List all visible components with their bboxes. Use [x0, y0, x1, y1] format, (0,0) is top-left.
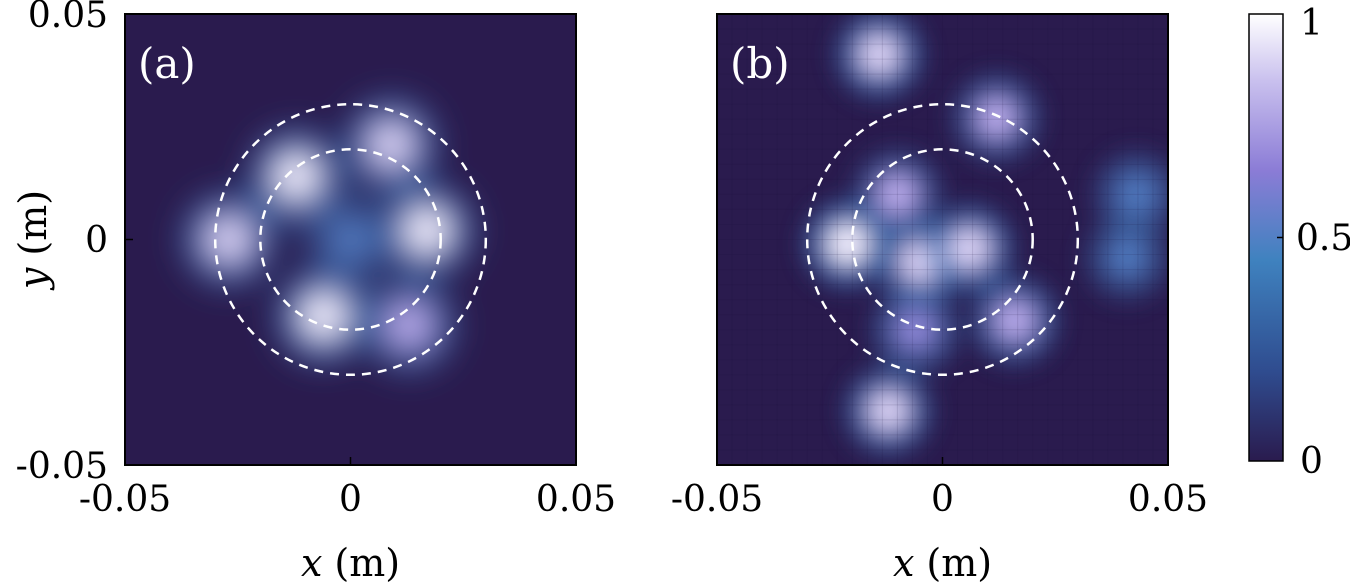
- panel-a-x-tick-label: 0: [339, 479, 362, 520]
- intensity-peak: [1105, 236, 1149, 280]
- panel-a-inner-circle: [259, 148, 442, 331]
- panel-b-x-tick-label: 0: [931, 479, 954, 520]
- intensity-peak: [403, 206, 452, 255]
- panel-b-pixel-grid: [717, 14, 1168, 465]
- intensity-peak: [299, 292, 348, 341]
- x-axis-variable: x: [893, 541, 914, 585]
- panel-a-label: (a): [138, 39, 196, 88]
- x-axis-unit: (m): [334, 541, 400, 585]
- heatmap-panel-b: (b) -0.05 0 0.05 x (m): [671, 13, 1208, 585]
- intensity-peak: [385, 301, 434, 350]
- intensity-peak: [875, 172, 919, 216]
- intensity-peak: [204, 215, 253, 264]
- panel-b-intensity: [805, 14, 1168, 454]
- intensity-peak: [857, 33, 901, 77]
- panel-a-x-tick-label: -0.05: [79, 479, 171, 520]
- panel-b-label: (b): [730, 39, 790, 88]
- y-axis-variable: y: [11, 267, 55, 291]
- intensity-peak: [826, 222, 870, 266]
- colorbar-tick-label: 0: [1300, 441, 1323, 482]
- x-axis-variable: x: [301, 541, 322, 585]
- intensity-peak: [367, 120, 416, 169]
- heatmap-panel-a: (a) -0.05 0 0.05 -0.05 0 0.05 x (m) y (m): [11, 0, 616, 585]
- panel-b-field: [717, 14, 1168, 465]
- panel-a-outer-circle: [213, 102, 488, 377]
- intensity-peak: [866, 389, 910, 433]
- intensity-peak: [1114, 172, 1158, 216]
- intensity-peak: [993, 299, 1037, 343]
- colorbar: 0 0.5 1: [1248, 3, 1350, 482]
- panel-a-y-tick-label: -0.05: [16, 446, 108, 487]
- panel-b-x-tick-label: -0.05: [671, 479, 763, 520]
- intensity-peak: [975, 96, 1019, 140]
- colorbar-tick-label: 0.5: [1296, 218, 1350, 259]
- panel-a-y-tick-label: 0: [85, 220, 108, 261]
- intensity-peak: [948, 227, 992, 270]
- y-axis-unit: (m): [11, 190, 55, 256]
- intensity-peak: [326, 215, 375, 264]
- panel-a-x-axis-title: x (m): [301, 541, 400, 585]
- panel-a-y-axis-title: y (m): [11, 190, 55, 291]
- panel-b-x-axis-title: x (m): [893, 541, 992, 585]
- panel-b-inner-circle: [851, 148, 1034, 331]
- panel-a-x-tick-label: 0.05: [536, 479, 616, 520]
- x-axis-unit: (m): [926, 541, 992, 585]
- intensity-peak: [893, 308, 937, 352]
- intensity-peak: [272, 152, 321, 201]
- panel-b-outer-circle: [805, 102, 1080, 377]
- panel-a-y-tick-label: 0.05: [28, 0, 108, 36]
- colorbar-tick-label: 1: [1300, 3, 1323, 44]
- panel-b-x-tick-label: 0.05: [1128, 479, 1208, 520]
